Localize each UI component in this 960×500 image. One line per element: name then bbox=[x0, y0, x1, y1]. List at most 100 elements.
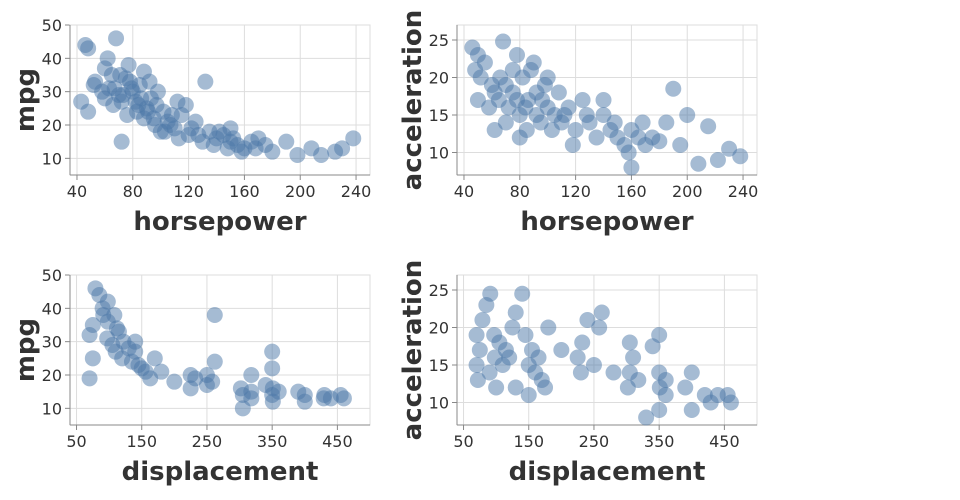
data-point bbox=[190, 127, 207, 143]
y-tick-label: 40 bbox=[42, 299, 62, 318]
data-point bbox=[606, 114, 623, 131]
data-point bbox=[313, 147, 330, 163]
x-axis-title: displacement bbox=[509, 457, 706, 487]
y-axis-title: mpg bbox=[11, 318, 41, 382]
data-point bbox=[683, 402, 700, 418]
data-point bbox=[504, 319, 521, 336]
x-tick-label: 120 bbox=[173, 182, 204, 201]
y-tick-label: 10 bbox=[42, 399, 62, 418]
data-point bbox=[677, 379, 694, 396]
x-tick-label: 250 bbox=[579, 432, 610, 451]
x-tick-label: 450 bbox=[322, 432, 353, 451]
y-tick-label: 20 bbox=[429, 319, 449, 338]
data-point bbox=[507, 379, 524, 396]
data-point bbox=[108, 320, 125, 337]
data-point bbox=[182, 380, 199, 397]
data-point bbox=[553, 342, 570, 358]
y-tick-label: 10 bbox=[429, 394, 449, 413]
data-point bbox=[206, 307, 223, 323]
data-point bbox=[206, 353, 223, 370]
data-point bbox=[99, 293, 116, 310]
y-tick-label: 20 bbox=[42, 366, 62, 385]
data-point bbox=[177, 97, 194, 113]
data-point bbox=[732, 148, 749, 165]
data-point bbox=[316, 387, 333, 403]
y-tick-label: 50 bbox=[42, 16, 62, 35]
data-point bbox=[197, 73, 214, 90]
data-point bbox=[579, 312, 596, 328]
y-axis-title: mpg bbox=[11, 68, 41, 132]
x-tick-label: 50 bbox=[453, 432, 473, 451]
y-tick-label: 30 bbox=[42, 83, 62, 102]
data-point bbox=[539, 69, 556, 86]
data-point bbox=[690, 155, 707, 172]
x-axis-title: horsepower bbox=[520, 207, 693, 237]
data-point bbox=[595, 92, 612, 108]
data-point bbox=[492, 69, 509, 86]
data-point bbox=[497, 114, 514, 131]
data-point bbox=[572, 364, 589, 381]
data-point bbox=[101, 80, 118, 97]
data-point bbox=[620, 144, 637, 161]
scatter-panel-1: 40 80 120 160 200 240 10 20 30 40 50 horsepower mpg bbox=[11, 16, 371, 237]
data-point bbox=[509, 47, 525, 63]
x-tick-label: 50 bbox=[66, 432, 86, 451]
y-axis-title: acceleration bbox=[398, 10, 428, 191]
y-tick-label: 50 bbox=[42, 266, 62, 285]
scatter-panel-4: 50 150 250 350 450 10 15 20 25 displacement accele… bbox=[398, 260, 758, 487]
x-tick-label: 240 bbox=[728, 182, 759, 201]
data-point bbox=[540, 319, 557, 336]
data-point bbox=[468, 327, 485, 343]
data-point bbox=[163, 107, 180, 123]
data-point bbox=[264, 393, 281, 410]
data-point bbox=[700, 118, 717, 135]
y-tick-label: 25 bbox=[429, 31, 449, 50]
data-point bbox=[290, 383, 307, 400]
data-point bbox=[84, 350, 101, 367]
x-tick-label: 450 bbox=[709, 432, 740, 451]
data-point bbox=[234, 400, 251, 417]
data-point bbox=[593, 304, 610, 321]
data-point bbox=[574, 92, 591, 108]
data-point bbox=[517, 327, 534, 343]
data-point bbox=[334, 140, 351, 157]
x-tick-label: 150 bbox=[513, 432, 544, 451]
data-point bbox=[528, 84, 545, 101]
data-point bbox=[471, 342, 488, 358]
data-point bbox=[278, 133, 295, 150]
data-point bbox=[501, 349, 518, 366]
data-point bbox=[84, 317, 101, 333]
data-point bbox=[482, 285, 499, 302]
data-point bbox=[634, 114, 651, 131]
y-tick-label: 15 bbox=[429, 356, 449, 375]
y-tick-label: 10 bbox=[42, 149, 62, 168]
data-point bbox=[514, 285, 531, 302]
x-tick-label: 160 bbox=[616, 182, 647, 201]
data-point bbox=[683, 364, 700, 381]
x-axis-title: displacement bbox=[122, 457, 319, 487]
data-point bbox=[205, 137, 222, 153]
y-tick-label: 20 bbox=[429, 69, 449, 88]
data-point bbox=[495, 33, 512, 50]
x-tick-label: 120 bbox=[560, 182, 591, 201]
data-point bbox=[289, 147, 306, 163]
data-point bbox=[108, 30, 125, 47]
data-point bbox=[530, 349, 547, 366]
x-tick-label: 200 bbox=[285, 182, 316, 201]
data-point bbox=[80, 40, 97, 57]
data-point bbox=[468, 357, 485, 373]
data-point bbox=[80, 103, 97, 120]
y-axis-title: acceleration bbox=[398, 260, 428, 441]
data-point bbox=[474, 312, 491, 328]
x-tick-label: 160 bbox=[229, 182, 260, 201]
x-tick-label: 40 bbox=[67, 182, 87, 201]
data-point bbox=[106, 307, 123, 323]
data-point bbox=[556, 107, 573, 123]
data-point bbox=[651, 327, 668, 343]
data-point bbox=[537, 379, 554, 396]
data-point bbox=[578, 107, 595, 123]
x-tick-label: 350 bbox=[644, 432, 675, 451]
data-point bbox=[488, 379, 505, 396]
data-point bbox=[625, 349, 642, 366]
y-tick-label: 25 bbox=[429, 281, 449, 300]
